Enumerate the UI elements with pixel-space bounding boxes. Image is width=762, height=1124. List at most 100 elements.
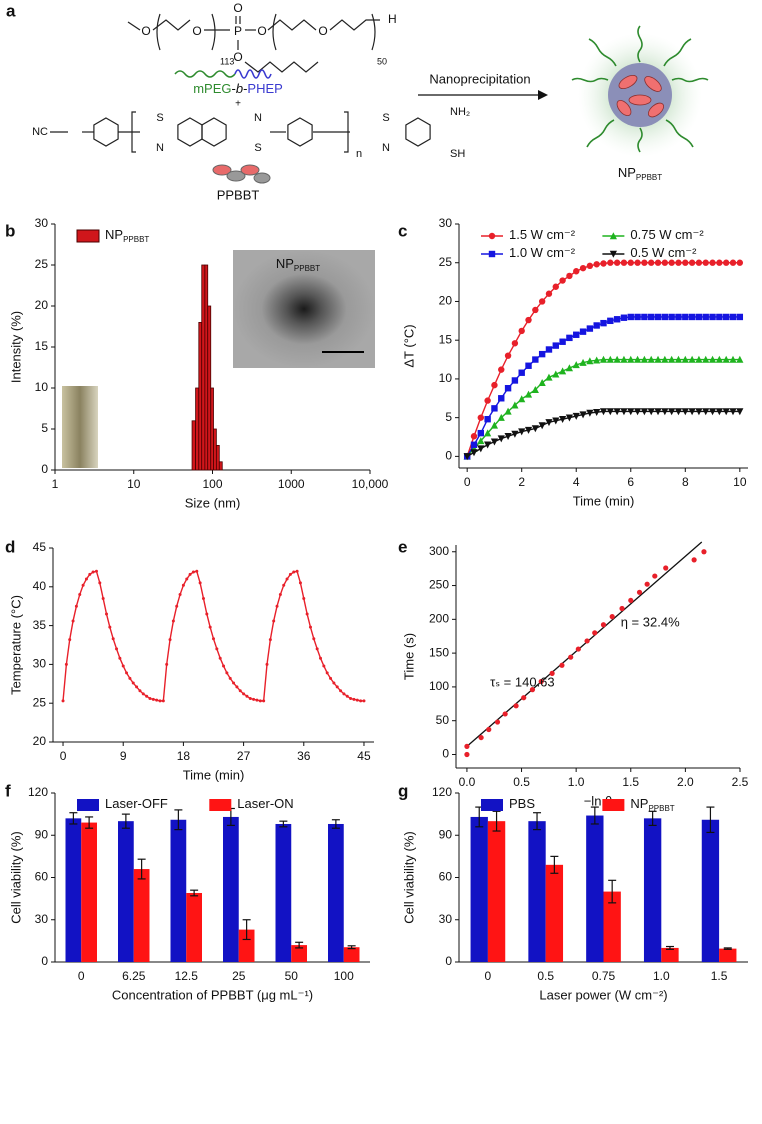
- dye-unit: [253, 172, 271, 184]
- dye-unit: [226, 170, 246, 182]
- point: [278, 593, 282, 597]
- point: [715, 355, 723, 363]
- atom: SH: [450, 148, 465, 160]
- y-tick-label: 150: [429, 645, 449, 659]
- point: [606, 355, 614, 363]
- bar: [643, 818, 662, 962]
- point: [502, 711, 508, 717]
- point: [572, 361, 580, 369]
- point: [607, 317, 614, 325]
- point: [222, 664, 226, 668]
- bar: [133, 869, 150, 962]
- x-tick-label: 10: [127, 477, 141, 491]
- y-tick-label: 20: [33, 734, 47, 748]
- bond: [152, 19, 191, 31]
- legend-name: 0.75 W cm⁻²: [630, 227, 704, 242]
- annotation: η = 32.4%: [621, 614, 680, 629]
- legend-subscript: PPBBT: [123, 235, 149, 244]
- bar: [343, 947, 360, 962]
- point: [518, 395, 526, 403]
- point: [695, 355, 703, 363]
- bracket: [156, 13, 161, 51]
- point: [695, 313, 703, 321]
- atom: NH₂: [450, 106, 470, 118]
- y-tick-label: 20: [35, 298, 49, 312]
- y-tick-label: 90: [35, 827, 49, 841]
- atom: O: [233, 1, 242, 15]
- error-bar: [174, 809, 183, 831]
- point: [647, 355, 655, 363]
- point: [609, 250, 617, 258]
- x-tick-label: 12.5: [175, 969, 199, 983]
- point: [494, 719, 501, 725]
- point: [148, 697, 152, 701]
- dye-icon: [212, 164, 271, 184]
- legend-name: NP: [105, 227, 123, 242]
- point: [668, 408, 676, 416]
- point: [292, 570, 296, 574]
- point: [579, 328, 587, 335]
- point: [158, 699, 162, 703]
- series-line: [62, 570, 364, 702]
- atom: N: [254, 112, 262, 124]
- bar: [215, 444, 220, 471]
- point: [118, 656, 122, 660]
- point: [504, 352, 512, 359]
- y-tick-label: 20: [439, 294, 453, 308]
- subscript: 50: [377, 56, 387, 66]
- y-tick-label: 0: [41, 954, 48, 968]
- peg-strand: [588, 38, 617, 67]
- bar: [65, 818, 82, 962]
- y-tick-label: 25: [35, 257, 49, 271]
- point: [88, 572, 92, 576]
- point: [91, 570, 95, 574]
- point: [477, 437, 485, 445]
- peg-shell: [571, 25, 709, 153]
- point: [248, 697, 252, 701]
- error-bar: [723, 947, 732, 950]
- dye-unit: [628, 94, 652, 106]
- y-tick-label: 120: [432, 785, 452, 799]
- point: [573, 331, 580, 338]
- point: [232, 681, 236, 685]
- point: [654, 313, 662, 321]
- point: [633, 355, 642, 363]
- point: [131, 681, 135, 685]
- point: [521, 695, 527, 701]
- point: [599, 355, 608, 363]
- bond: [244, 61, 319, 73]
- y-tick-label: 25: [33, 695, 47, 709]
- point: [552, 342, 559, 349]
- atom: H: [388, 12, 397, 26]
- panel-label: f: [5, 781, 11, 800]
- peg-strand: [637, 25, 643, 63]
- point: [701, 549, 707, 555]
- peg-strand: [663, 38, 692, 67]
- bar: [719, 948, 737, 962]
- legend-name: Laser-OFF: [105, 796, 168, 811]
- y-tick-label: 60: [439, 870, 453, 884]
- point: [559, 367, 567, 375]
- point: [298, 581, 302, 585]
- point: [488, 232, 496, 240]
- y-tick-label: 0: [442, 747, 449, 761]
- point: [490, 421, 499, 429]
- point: [335, 685, 339, 689]
- point: [529, 687, 536, 693]
- bracket: [131, 111, 136, 153]
- bar: [213, 428, 217, 471]
- point: [579, 358, 587, 366]
- point: [484, 441, 492, 449]
- legend-label: 0.5 W cm⁻²: [630, 245, 697, 260]
- point: [302, 596, 306, 600]
- x-tick-label: 45: [357, 749, 371, 763]
- point: [511, 430, 519, 438]
- bar: [118, 821, 134, 962]
- point: [545, 290, 553, 297]
- legend-label: 0.75 W cm⁻²: [630, 227, 704, 242]
- point: [181, 583, 185, 587]
- bracket: [272, 13, 277, 51]
- bar: [661, 947, 679, 962]
- error-bar: [85, 816, 94, 829]
